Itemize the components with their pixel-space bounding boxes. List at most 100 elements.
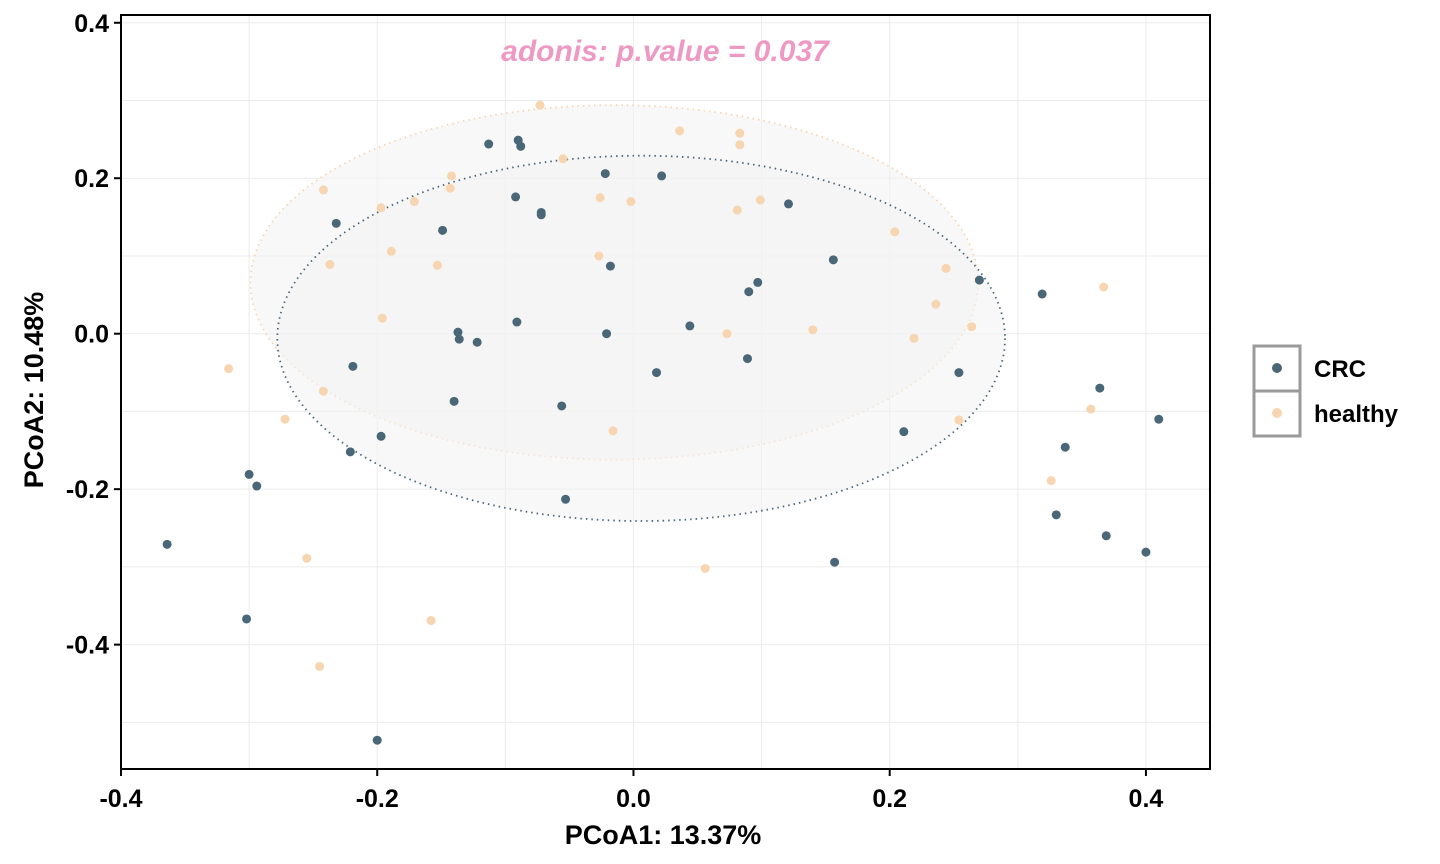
legend-label-healthy: healthy [1314,401,1399,428]
point-healthy [1086,404,1096,414]
point-healthy [426,616,436,626]
point-CRC [652,368,662,378]
point-CRC [1095,383,1105,393]
point-CRC [1141,547,1151,557]
point-healthy [626,197,636,207]
y-tick-label: 0.4 [74,10,109,38]
point-CRC [438,225,448,235]
point-healthy [594,251,604,261]
legend-label-CRC: CRC [1314,356,1366,383]
point-CRC [453,327,463,337]
point-healthy [224,364,234,374]
point-healthy [1046,476,1056,486]
point-CRC [376,431,386,441]
point-healthy [535,100,545,110]
point-CRC [252,481,262,491]
point-healthy [315,661,325,671]
point-CRC [685,321,695,331]
point-healthy [931,299,941,309]
point-CRC [484,139,494,149]
y-axis-title: PCoA2: 10.48% [19,292,49,489]
point-CRC [744,287,754,297]
point-CRC [449,396,459,406]
point-CRC [557,401,567,411]
point-CRC [162,539,172,549]
point-CRC [605,261,615,271]
data-points [162,100,1164,745]
point-healthy [445,183,455,193]
point-healthy [595,193,605,203]
point-CRC [954,368,964,378]
point-healthy [318,386,328,396]
point-CRC [742,354,752,364]
point-healthy [409,197,419,207]
point-CRC [242,614,252,624]
point-CRC [753,277,763,287]
point-healthy [967,322,977,332]
x-axis-title: PCoA1: 13.37% [565,820,762,850]
x-tick-label: 0.4 [1129,785,1164,813]
point-CRC [1060,442,1070,452]
point-healthy [280,414,290,424]
ellipse-CRC [276,154,1006,522]
point-CRC [516,141,526,151]
point-CRC [331,218,341,228]
point-healthy [735,128,745,138]
point-CRC [657,171,667,181]
point-healthy [675,126,685,136]
point-healthy [302,553,312,563]
point-CRC [561,494,571,504]
point-healthy [432,260,442,270]
point-CRC [830,557,840,567]
point-healthy [376,203,386,213]
x-tick-label: 0.2 [872,785,907,813]
adonis-annotation: adonis: p.value = 0.037 [501,35,830,68]
point-CRC [783,199,793,209]
point-CRC [1051,510,1061,520]
point-healthy [755,195,765,205]
legend: CRC healthy [1252,344,1399,438]
x-tick-label: -0.4 [99,785,142,813]
point-CRC [1037,289,1047,299]
plot-panel-border [120,14,1211,770]
point-healthy [325,260,335,270]
point-healthy [808,325,818,335]
point-CRC [828,255,838,265]
legend-key-CRC [1272,363,1282,373]
point-CRC [472,337,482,347]
x-tick-label: 0.0 [616,785,651,813]
x-tick-label: -0.2 [356,785,399,813]
point-healthy [735,140,745,150]
point-healthy [941,263,951,273]
y-tick-label: -0.2 [66,476,109,504]
point-healthy [1099,282,1109,292]
point-CRC [1101,531,1111,541]
point-healthy [954,415,964,425]
legend-key-healthy [1272,408,1282,418]
point-CRC [512,317,522,327]
point-CRC [244,469,254,479]
y-tick-label: -0.4 [66,632,109,660]
point-CRC [454,334,464,344]
point-CRC [536,210,546,220]
point-healthy [377,313,387,323]
point-healthy [318,185,328,195]
y-tick-label: 0.0 [74,321,109,349]
y-tick-label: 0.2 [74,165,109,193]
point-CRC [899,427,909,437]
point-CRC [372,735,382,745]
point-healthy [909,333,919,343]
point-CRC [345,447,355,457]
point-healthy [558,154,568,164]
point-healthy [700,563,710,573]
point-CRC [602,329,612,339]
confidence-ellipses [249,104,1006,522]
point-CRC [974,275,984,285]
point-CRC [348,361,358,371]
point-healthy [447,171,457,181]
point-healthy [890,227,900,237]
point-healthy [386,246,396,256]
point-healthy [722,329,732,339]
point-CRC [1154,414,1164,424]
